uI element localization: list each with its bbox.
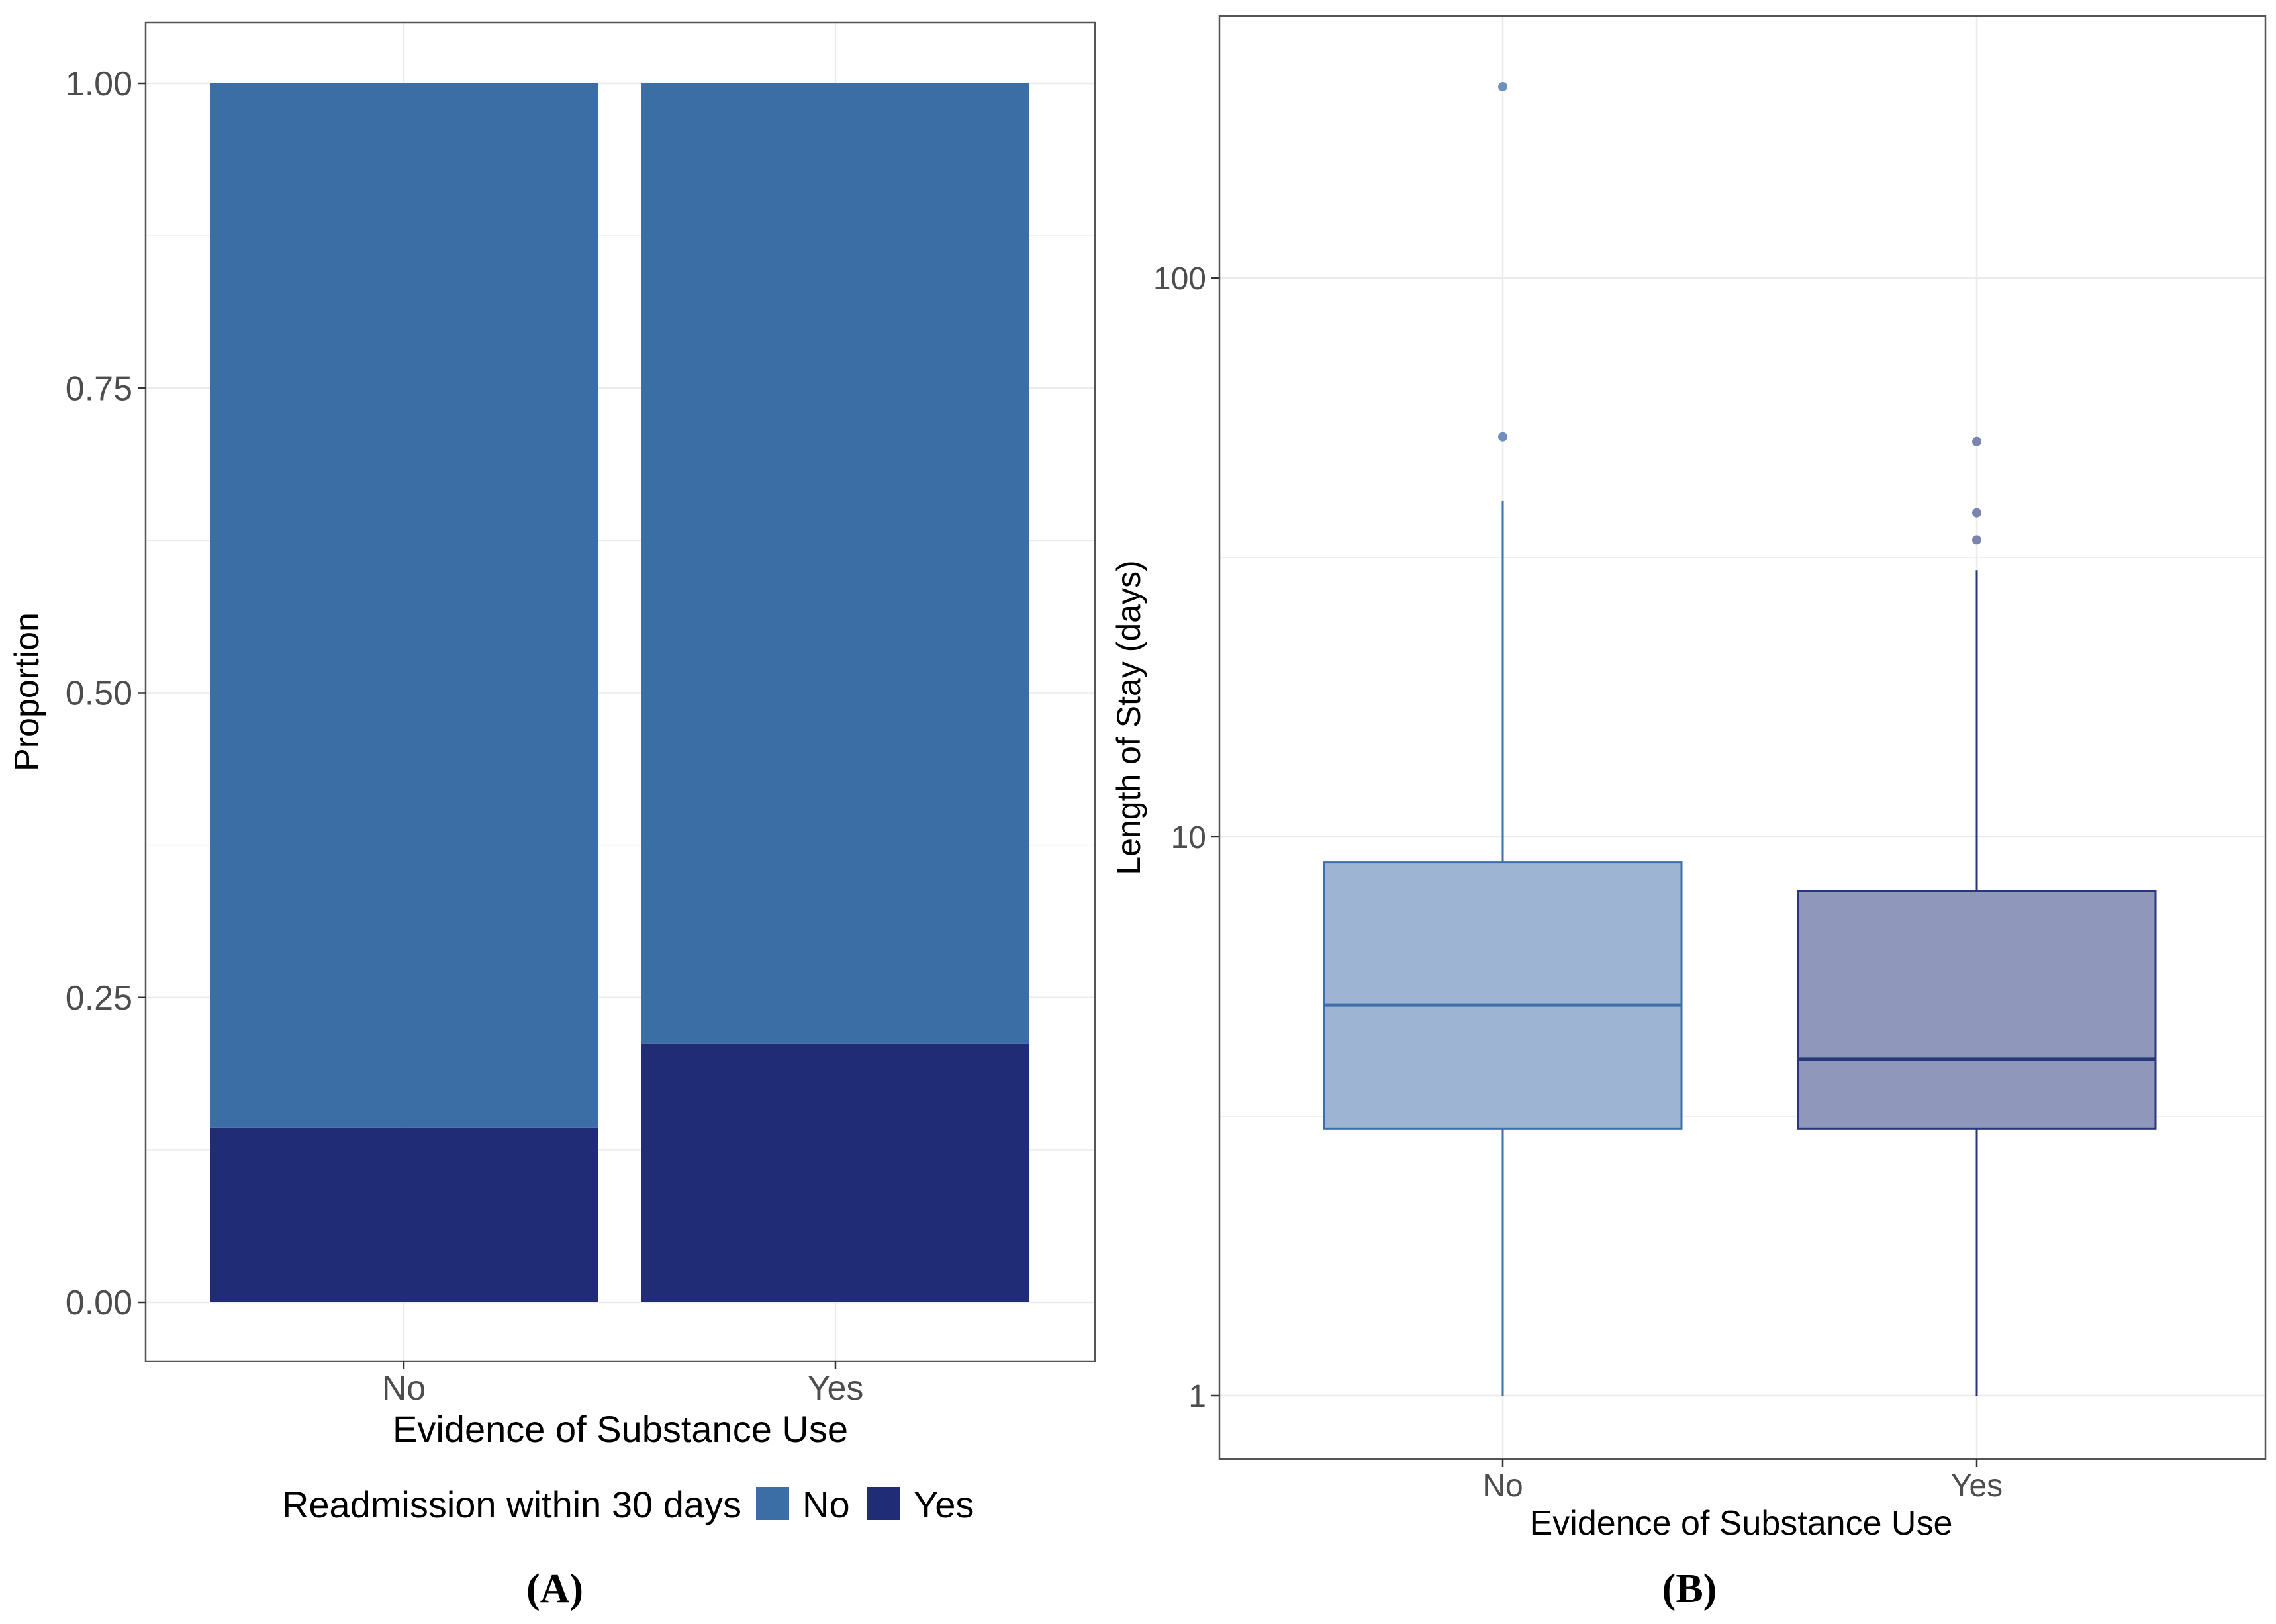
bar-yes-readmit-no bbox=[641, 83, 1029, 1044]
panel-b-border bbox=[1218, 15, 2267, 1460]
panel-b-y-ticks: 1 10 100 bbox=[1153, 262, 1219, 1414]
outlier-point-no bbox=[1498, 432, 1507, 442]
y-tick-label: 0.00 bbox=[66, 1284, 132, 1322]
y-tick-label: 1.00 bbox=[66, 65, 132, 103]
box-no bbox=[1323, 861, 1683, 1130]
panel-a-x-axis-title: Evidence of Substance Use bbox=[393, 1408, 848, 1450]
panel-a-caption: (A) bbox=[526, 1566, 583, 1611]
outlier-point-yes bbox=[1972, 535, 1981, 545]
legend-title: Readmission within 30 days bbox=[282, 1484, 741, 1525]
panel-a-legend: Readmission within 30 days No Yes bbox=[282, 1484, 974, 1525]
outlier-point-yes bbox=[1972, 508, 1981, 518]
panel-b: 1 10 100 No Yes Length of Stay (days) Evide… bbox=[1110, 15, 2267, 1611]
panel-a-y-ticks: 0.00 0.25 0.50 0.75 1.00 bbox=[66, 65, 146, 1322]
bar-no-readmit-no bbox=[210, 83, 598, 1128]
y-tick-label: 0.75 bbox=[66, 369, 132, 408]
y-tick-label: 0.25 bbox=[66, 979, 132, 1018]
panel-b-y-axis-title: Length of Stay (days) bbox=[1110, 560, 1147, 875]
x-tick-label: No bbox=[1482, 1468, 1523, 1504]
panel-b-background bbox=[1219, 16, 2265, 1459]
panel-b-x-ticks: No Yes bbox=[1482, 1459, 2003, 1504]
legend-label-yes: Yes bbox=[914, 1484, 974, 1525]
panel-b-caption: (B) bbox=[1662, 1566, 1717, 1611]
panel-a-y-axis-title: Proportion bbox=[8, 612, 46, 771]
panel-a-border bbox=[144, 21, 1096, 1362]
x-tick-label: No bbox=[382, 1369, 426, 1408]
y-tick-label: 10 bbox=[1171, 820, 1206, 855]
panel-b-boxes bbox=[1323, 81, 2157, 1396]
outlier-point-yes bbox=[1972, 436, 1981, 446]
legend-label-no: No bbox=[802, 1484, 850, 1525]
panel-a-bars bbox=[210, 83, 1029, 1302]
legend-key-yes bbox=[867, 1487, 900, 1520]
x-tick-label: Yes bbox=[1951, 1468, 2003, 1504]
legend-key-no bbox=[756, 1487, 789, 1520]
panel-b-x-axis-title: Evidence of Substance Use bbox=[1530, 1504, 1953, 1543]
bar-no-readmit-yes bbox=[210, 1127, 598, 1302]
y-tick-label: 1 bbox=[1188, 1379, 1206, 1414]
box-yes bbox=[1797, 890, 2157, 1130]
y-tick-label: 100 bbox=[1153, 262, 1206, 297]
panel-a-x-ticks: No Yes bbox=[382, 1361, 864, 1408]
x-tick-label: Yes bbox=[808, 1369, 864, 1408]
y-tick-label: 0.50 bbox=[66, 675, 132, 713]
bar-yes-readmit-yes bbox=[641, 1043, 1029, 1302]
panel-a: 0.00 0.25 0.50 0.75 1.00 No Yes Proportion Ev… bbox=[8, 21, 1096, 1611]
outlier-point-no bbox=[1498, 81, 1507, 91]
